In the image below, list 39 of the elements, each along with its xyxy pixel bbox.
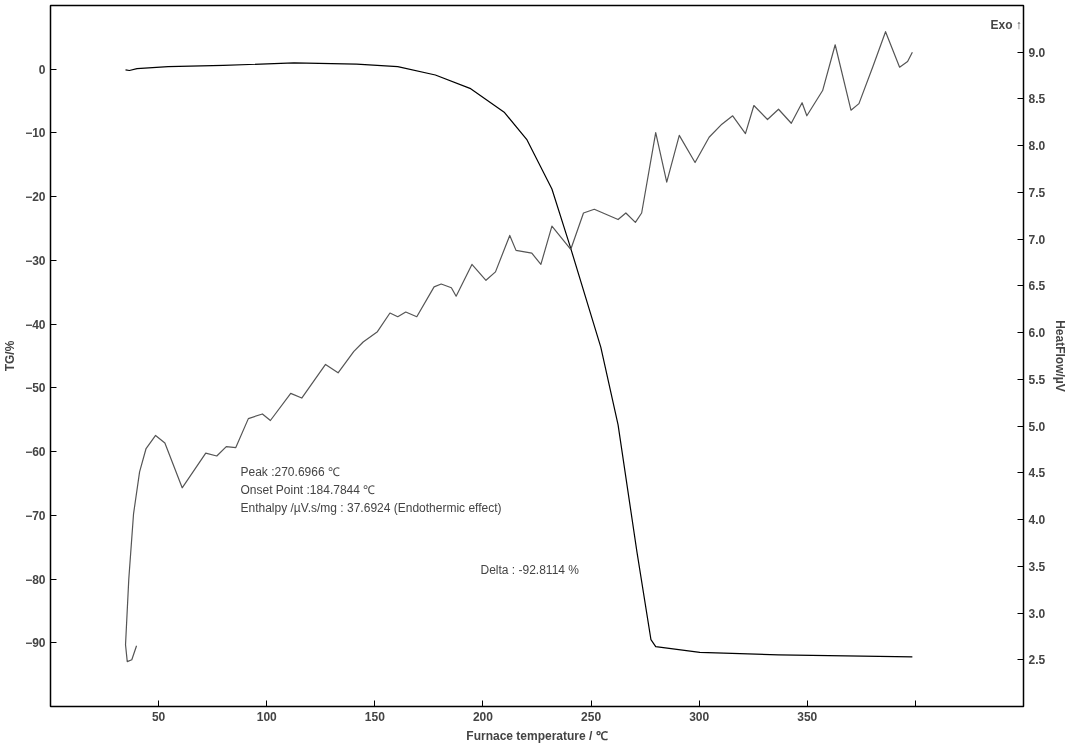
y2-axis-title: HeatFlow/µV <box>1053 320 1068 392</box>
x-tick-label: 350 <box>797 709 818 724</box>
y-tick-label: 0 <box>38 62 46 77</box>
y2-tick-label: 5.0 <box>1028 419 1046 434</box>
x-tick-label: 250 <box>581 709 602 724</box>
x-tick-label: 150 <box>364 709 386 724</box>
y2-tick-label: 6.0 <box>1028 326 1046 341</box>
y2-tick-label: 3.0 <box>1028 606 1046 621</box>
y2-tick-label: 7.0 <box>1028 232 1046 247</box>
x-tick-label: 200 <box>472 709 494 724</box>
y2-tick-label: 6.5 <box>1028 279 1046 294</box>
y-tick-label: −50 <box>25 381 46 396</box>
x-axis-title: Furnace temperature / ℃ <box>466 728 608 743</box>
annotation: Onset Point :184.7844 ℃ <box>240 482 376 497</box>
y2-tick-label: 2.5 <box>1028 653 1046 668</box>
annotation: Enthalpy /µV.s/mg : 37.6924 (Endothermic effect) <box>240 500 502 515</box>
y2-tick-label: 8.0 <box>1028 139 1046 154</box>
y-tick-label: −40 <box>25 317 46 332</box>
y2-tick-label: 4.5 <box>1028 466 1046 481</box>
y-axis-title: TG/% <box>3 340 18 372</box>
y2-tick-label: 4.0 <box>1028 513 1046 528</box>
y-tick-label: −80 <box>25 572 46 587</box>
y-tick-label: −90 <box>25 636 46 651</box>
y2-tick-label: 7.5 <box>1028 185 1046 200</box>
y-tick-label: −70 <box>25 508 46 523</box>
annotation: Exo ↑ <box>990 17 1022 32</box>
y2-tick-label: 3.5 <box>1028 559 1046 574</box>
x-tick-label: 300 <box>689 709 710 724</box>
x-tick-label: 50 <box>151 709 166 724</box>
annotation: Delta : -92.8114 % <box>480 562 580 577</box>
y2-tick-label: 8.5 <box>1028 92 1046 107</box>
y-tick-label: −30 <box>25 253 46 268</box>
x-tick-label: 100 <box>256 709 278 724</box>
annotation: Peak :270.6966 ℃ <box>240 464 340 479</box>
y2-tick-label: 5.5 <box>1028 372 1046 387</box>
y2-tick-label: 9.0 <box>1028 45 1046 60</box>
y-tick-label: −10 <box>25 126 46 141</box>
y-tick-label: −20 <box>25 190 46 205</box>
y-tick-label: −60 <box>25 445 46 460</box>
